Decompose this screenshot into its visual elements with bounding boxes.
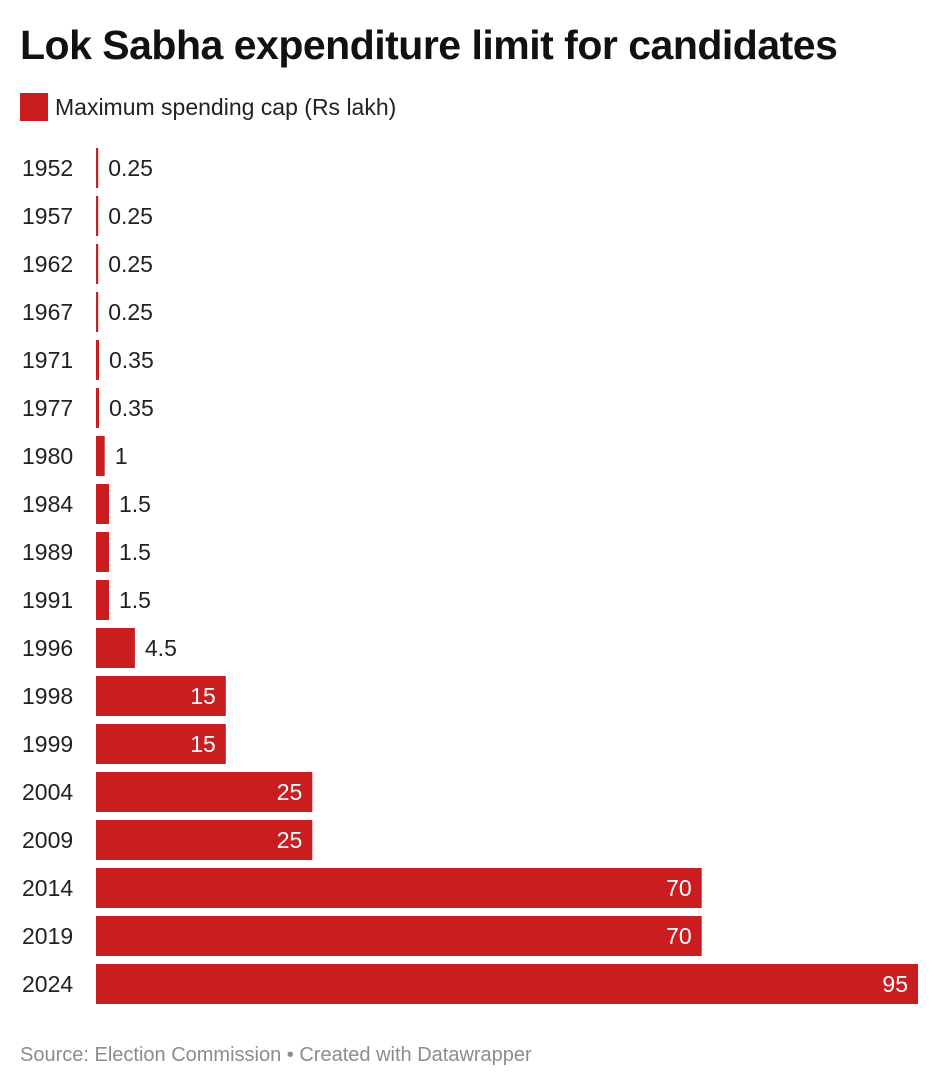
footer: Source: Election Commission • Created wi…: [20, 1044, 532, 1067]
value-label: 25: [277, 827, 303, 853]
year-label: 1991: [22, 587, 73, 613]
year-label: 1967: [22, 299, 73, 325]
bar: [96, 244, 99, 284]
legend-swatch: [20, 93, 48, 121]
value-label: 0.35: [109, 395, 154, 421]
value-label: 1.5: [119, 587, 151, 613]
value-label: 0.25: [108, 251, 153, 277]
bar: [96, 436, 105, 476]
value-label: 70: [666, 923, 692, 949]
bar: [96, 772, 313, 812]
bar: [96, 676, 226, 716]
bar: [96, 964, 918, 1004]
year-label: 2009: [22, 827, 73, 853]
year-label: 1999: [22, 731, 73, 757]
source-text: Source: Election Commission: [20, 1044, 282, 1066]
chart-title: Lok Sabha expenditure limit for candidat…: [20, 22, 838, 68]
legend-label: Maximum spending cap (Rs lakh): [55, 93, 397, 120]
value-label: 15: [190, 683, 216, 709]
year-label: 1971: [22, 347, 73, 373]
value-label: 15: [190, 731, 216, 757]
value-label: 0.25: [108, 299, 153, 325]
bar: [96, 580, 109, 620]
footer-separator: •: [286, 1044, 294, 1066]
bar: [96, 148, 99, 188]
year-label: 2024: [22, 971, 73, 997]
bar-chart: 1952 0.25 1957 0.25 1962 0.25 1967 0.25 1971 0.35…: [22, 148, 918, 1004]
year-label: 1998: [22, 683, 73, 709]
bar: [96, 628, 135, 668]
value-label: 1: [115, 443, 128, 469]
bar: [96, 196, 99, 236]
year-label: 1984: [22, 491, 73, 517]
year-label: 1980: [22, 443, 73, 469]
year-label: 1989: [22, 539, 73, 565]
value-label: 25: [277, 779, 303, 805]
bar: [96, 292, 99, 332]
value-label: 4.5: [145, 635, 177, 661]
year-label: 1962: [22, 251, 73, 277]
value-label: 70: [666, 875, 692, 901]
bar: [96, 868, 702, 908]
bar: [96, 532, 109, 572]
bar: [96, 724, 226, 764]
value-label: 1.5: [119, 539, 151, 565]
year-label: 1996: [22, 635, 73, 661]
year-label: 2004: [22, 779, 73, 805]
bar: [96, 820, 313, 860]
value-label: 1.5: [119, 491, 151, 517]
value-label: 95: [882, 971, 908, 997]
credit-text: Created with Datawrapper: [299, 1044, 532, 1066]
value-label: 0.35: [109, 347, 154, 373]
value-label: 0.25: [108, 203, 153, 229]
year-label: 1957: [22, 203, 73, 229]
year-label: 2014: [22, 875, 73, 901]
bar: [96, 340, 99, 380]
year-label: 1977: [22, 395, 73, 421]
year-label: 2019: [22, 923, 73, 949]
bar: [96, 916, 702, 956]
value-label: 0.25: [108, 155, 153, 181]
bar: [96, 388, 99, 428]
bar: [96, 484, 109, 524]
legend: Maximum spending cap (Rs lakh): [20, 92, 396, 122]
year-label: 1952: [22, 155, 73, 181]
